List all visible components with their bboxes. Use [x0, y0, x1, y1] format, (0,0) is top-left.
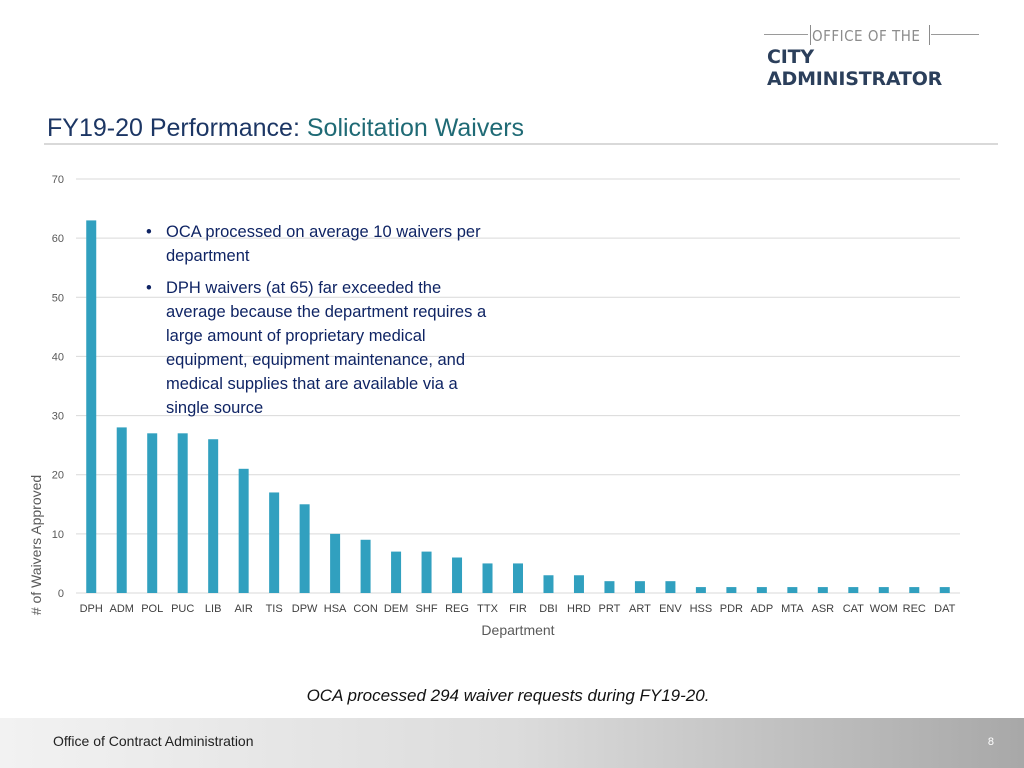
chart-y-axis-label: # of Waivers Approved	[28, 475, 44, 615]
logo-divider-right	[929, 25, 930, 45]
y-tick-label: 40	[52, 351, 64, 363]
x-tick-label: PDR	[720, 603, 743, 615]
bar-art	[634, 581, 645, 593]
x-tick-label: ADM	[109, 603, 133, 615]
logo-divider-left	[810, 25, 811, 45]
bar-dbi	[543, 575, 554, 593]
bar-prt	[604, 581, 615, 593]
logo-bottom-text: CITY ADMINISTRATOR	[767, 46, 943, 90]
bar-cat	[848, 587, 859, 593]
x-tick-label: REG	[445, 603, 469, 615]
x-tick-label: CON	[353, 603, 378, 615]
x-tick-label: FIR	[509, 603, 527, 615]
x-tick-label: DAT	[934, 603, 955, 615]
bar-air	[238, 468, 249, 593]
x-tick-label: HSS	[690, 603, 713, 615]
y-tick-label: 30	[52, 411, 64, 423]
x-tick-label: HSA	[324, 603, 347, 615]
footer-org-name: Office of Contract Administration	[53, 733, 254, 749]
bar-reg	[452, 557, 463, 593]
bar-dem	[391, 551, 402, 593]
office-logo: OFFICE OF THE CITY ADMINISTRATOR	[764, 22, 980, 90]
x-tick-label: CAT	[843, 603, 864, 615]
x-tick-label: DPH	[80, 603, 103, 615]
y-tick-label: 60	[52, 233, 64, 245]
x-tick-label: SHF	[416, 603, 438, 615]
footer-bar: Office of Contract Administration 8	[0, 718, 1024, 768]
bar-lib	[208, 439, 219, 593]
slide-title-main: FY19-20 Performance:	[47, 114, 300, 142]
x-tick-label: WOM	[870, 603, 898, 615]
bar-hsa	[330, 533, 341, 593]
bar-ttx	[482, 563, 493, 593]
chart-caption: OCA processed 294 waiver requests during…	[306, 686, 710, 705]
x-tick-label: TIS	[266, 603, 283, 615]
callout-bullet-1: OCA processed on average 10 waivers per …	[146, 220, 502, 268]
logo-rule-left	[764, 34, 808, 35]
chart-y-ticks: 0 10 20 30 40 50 60 70	[52, 174, 64, 600]
title-divider	[44, 143, 998, 145]
x-tick-label: PUC	[171, 603, 194, 615]
x-tick-label: DPW	[292, 603, 318, 615]
bar-tis	[269, 492, 280, 593]
callout-notes: OCA processed on average 10 waivers per …	[142, 220, 502, 428]
y-tick-label: 10	[52, 529, 64, 541]
x-tick-label: POL	[141, 603, 163, 615]
bar-shf	[421, 551, 432, 593]
y-tick-label: 20	[52, 470, 64, 482]
bar-fir	[513, 563, 523, 593]
bar-con	[360, 539, 371, 593]
callout-bullet-2: DPH waivers (at 65) far exceeded the ave…	[146, 276, 502, 420]
bar-asr	[817, 587, 828, 593]
x-tick-label: REC	[903, 603, 926, 615]
bar-rec	[909, 587, 920, 593]
x-tick-label: MTA	[781, 603, 804, 615]
bar-adm	[116, 427, 127, 593]
x-tick-label: TTX	[477, 603, 498, 615]
bar-pol	[147, 433, 158, 593]
y-tick-label: 0	[58, 588, 64, 600]
chart-bars	[86, 220, 950, 593]
bar-hrd	[573, 575, 584, 593]
x-tick-label: DEM	[384, 603, 408, 615]
bar-dph	[86, 220, 97, 593]
slide-title-sub: Solicitation Waivers	[306, 114, 525, 142]
x-tick-label: PRT	[599, 603, 621, 615]
bar-pdr	[726, 587, 737, 593]
x-tick-label: HRD	[567, 603, 591, 615]
bar-env	[665, 581, 676, 593]
bar-puc	[177, 433, 188, 593]
chart-x-axis-label: Department	[481, 622, 554, 638]
bar-wom	[878, 587, 889, 593]
x-tick-label: DBI	[539, 603, 557, 615]
x-tick-label: LIB	[205, 603, 222, 615]
y-tick-label: 50	[52, 292, 64, 304]
page-number: 8	[987, 736, 994, 748]
logo-rule-right	[931, 34, 979, 35]
x-tick-label: ART	[629, 603, 651, 615]
bar-mta	[787, 587, 798, 593]
y-tick-label: 70	[52, 174, 64, 186]
bar-dat	[939, 587, 950, 593]
bar-adp	[756, 587, 767, 593]
slide-title: FY19-20 Performance: Solicitation Waiver…	[47, 114, 524, 143]
x-tick-label: ASR	[812, 603, 835, 615]
x-tick-label: ENV	[659, 603, 682, 615]
logo-top-text: OFFICE OF THE	[812, 27, 921, 45]
bar-hss	[695, 587, 706, 593]
x-tick-label: ADP	[751, 603, 774, 615]
x-tick-label: AIR	[234, 603, 252, 615]
bar-dpw	[299, 504, 310, 593]
chart-x-ticks: DPH ADM POL PUC LIB AIR TIS DPW HSA CON DEM SHF REG T…	[80, 603, 956, 615]
